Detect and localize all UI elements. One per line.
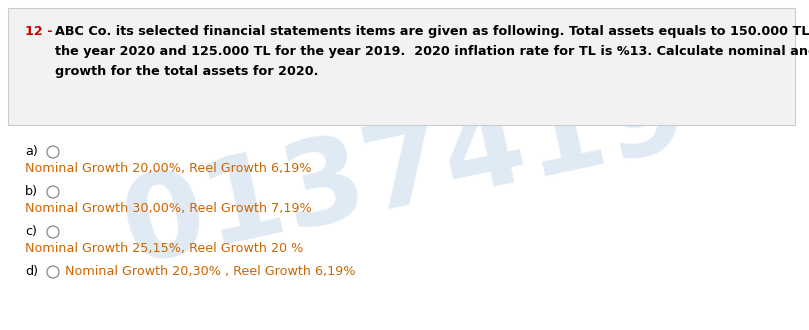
Text: Nominal Growth 25,15%, Reel Growth 20 %: Nominal Growth 25,15%, Reel Growth 20 %	[25, 242, 303, 255]
Text: ABC Co. its selected financial statements items are given as following. Total as: ABC Co. its selected financial statement…	[55, 25, 809, 38]
Text: b): b)	[25, 185, 38, 198]
FancyBboxPatch shape	[8, 8, 795, 125]
Text: c): c)	[25, 225, 37, 238]
Text: growth for the total assets for 2020.: growth for the total assets for 2020.	[55, 65, 319, 78]
Text: 0137419: 0137419	[112, 56, 697, 287]
Text: 12 -: 12 -	[25, 25, 57, 38]
Text: Nominal Growth 20,30% , Reel Growth 6,19%: Nominal Growth 20,30% , Reel Growth 6,19…	[65, 266, 355, 279]
Text: a): a)	[25, 145, 38, 158]
Text: the year 2020 and 125.000 TL for the year 2019.  2020 inflation rate for TL is %: the year 2020 and 125.000 TL for the yea…	[55, 45, 809, 58]
Text: Nominal Growth 20,00%, Reel Growth 6,19%: Nominal Growth 20,00%, Reel Growth 6,19%	[25, 162, 311, 175]
Text: d): d)	[25, 265, 38, 278]
Text: Nominal Growth 30,00%, Reel Growth 7,19%: Nominal Growth 30,00%, Reel Growth 7,19%	[25, 202, 311, 215]
